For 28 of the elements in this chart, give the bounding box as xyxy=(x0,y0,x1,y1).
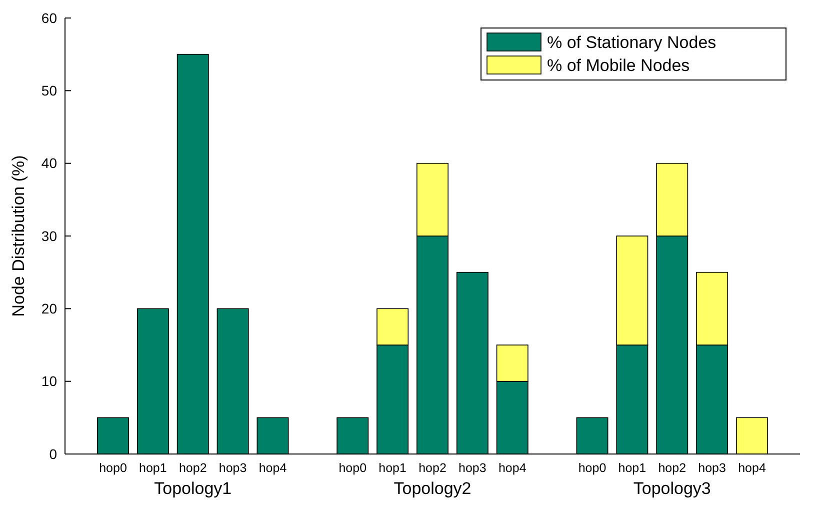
y-axis-title: Node Distribution (%) xyxy=(9,155,28,317)
x-tick-label: hop4 xyxy=(258,461,287,475)
legend-label: % of Stationary Nodes xyxy=(547,32,716,52)
y-tick-label: 10 xyxy=(41,373,58,390)
x-tick-label: hop1 xyxy=(378,461,407,475)
x-tick-label: hop4 xyxy=(738,461,766,475)
text: Topology3 xyxy=(633,479,711,498)
x-tick-label: hop0 xyxy=(99,461,127,475)
y-tick-label: 50 xyxy=(41,82,58,99)
y-tick-label: 20 xyxy=(41,300,58,317)
y-tick-label: 60 xyxy=(41,10,58,26)
text: Topology1 xyxy=(154,479,232,498)
x-tick-label: hop2 xyxy=(658,461,686,475)
text: Topology2 xyxy=(394,479,472,498)
x-tick-label: hop2 xyxy=(178,461,207,475)
x-tick-label: hop3 xyxy=(458,461,486,475)
x-tick-label: hop4 xyxy=(498,461,526,475)
x-tick-label: hop3 xyxy=(698,461,726,475)
x-tick-label: hop1 xyxy=(618,461,646,475)
x-tick-label: hop3 xyxy=(218,461,247,475)
y-tick-label: 0 xyxy=(49,446,58,462)
y-tick-label: 40 xyxy=(41,155,58,172)
x-tick-label: hop0 xyxy=(578,461,606,475)
x-tick-label: hop0 xyxy=(338,461,367,475)
x-tick-label: hop1 xyxy=(139,461,167,475)
x-tick-label: hop2 xyxy=(418,461,446,475)
legend-label: % of Mobile Nodes xyxy=(547,56,690,75)
y-tick-label: 30 xyxy=(41,228,58,244)
